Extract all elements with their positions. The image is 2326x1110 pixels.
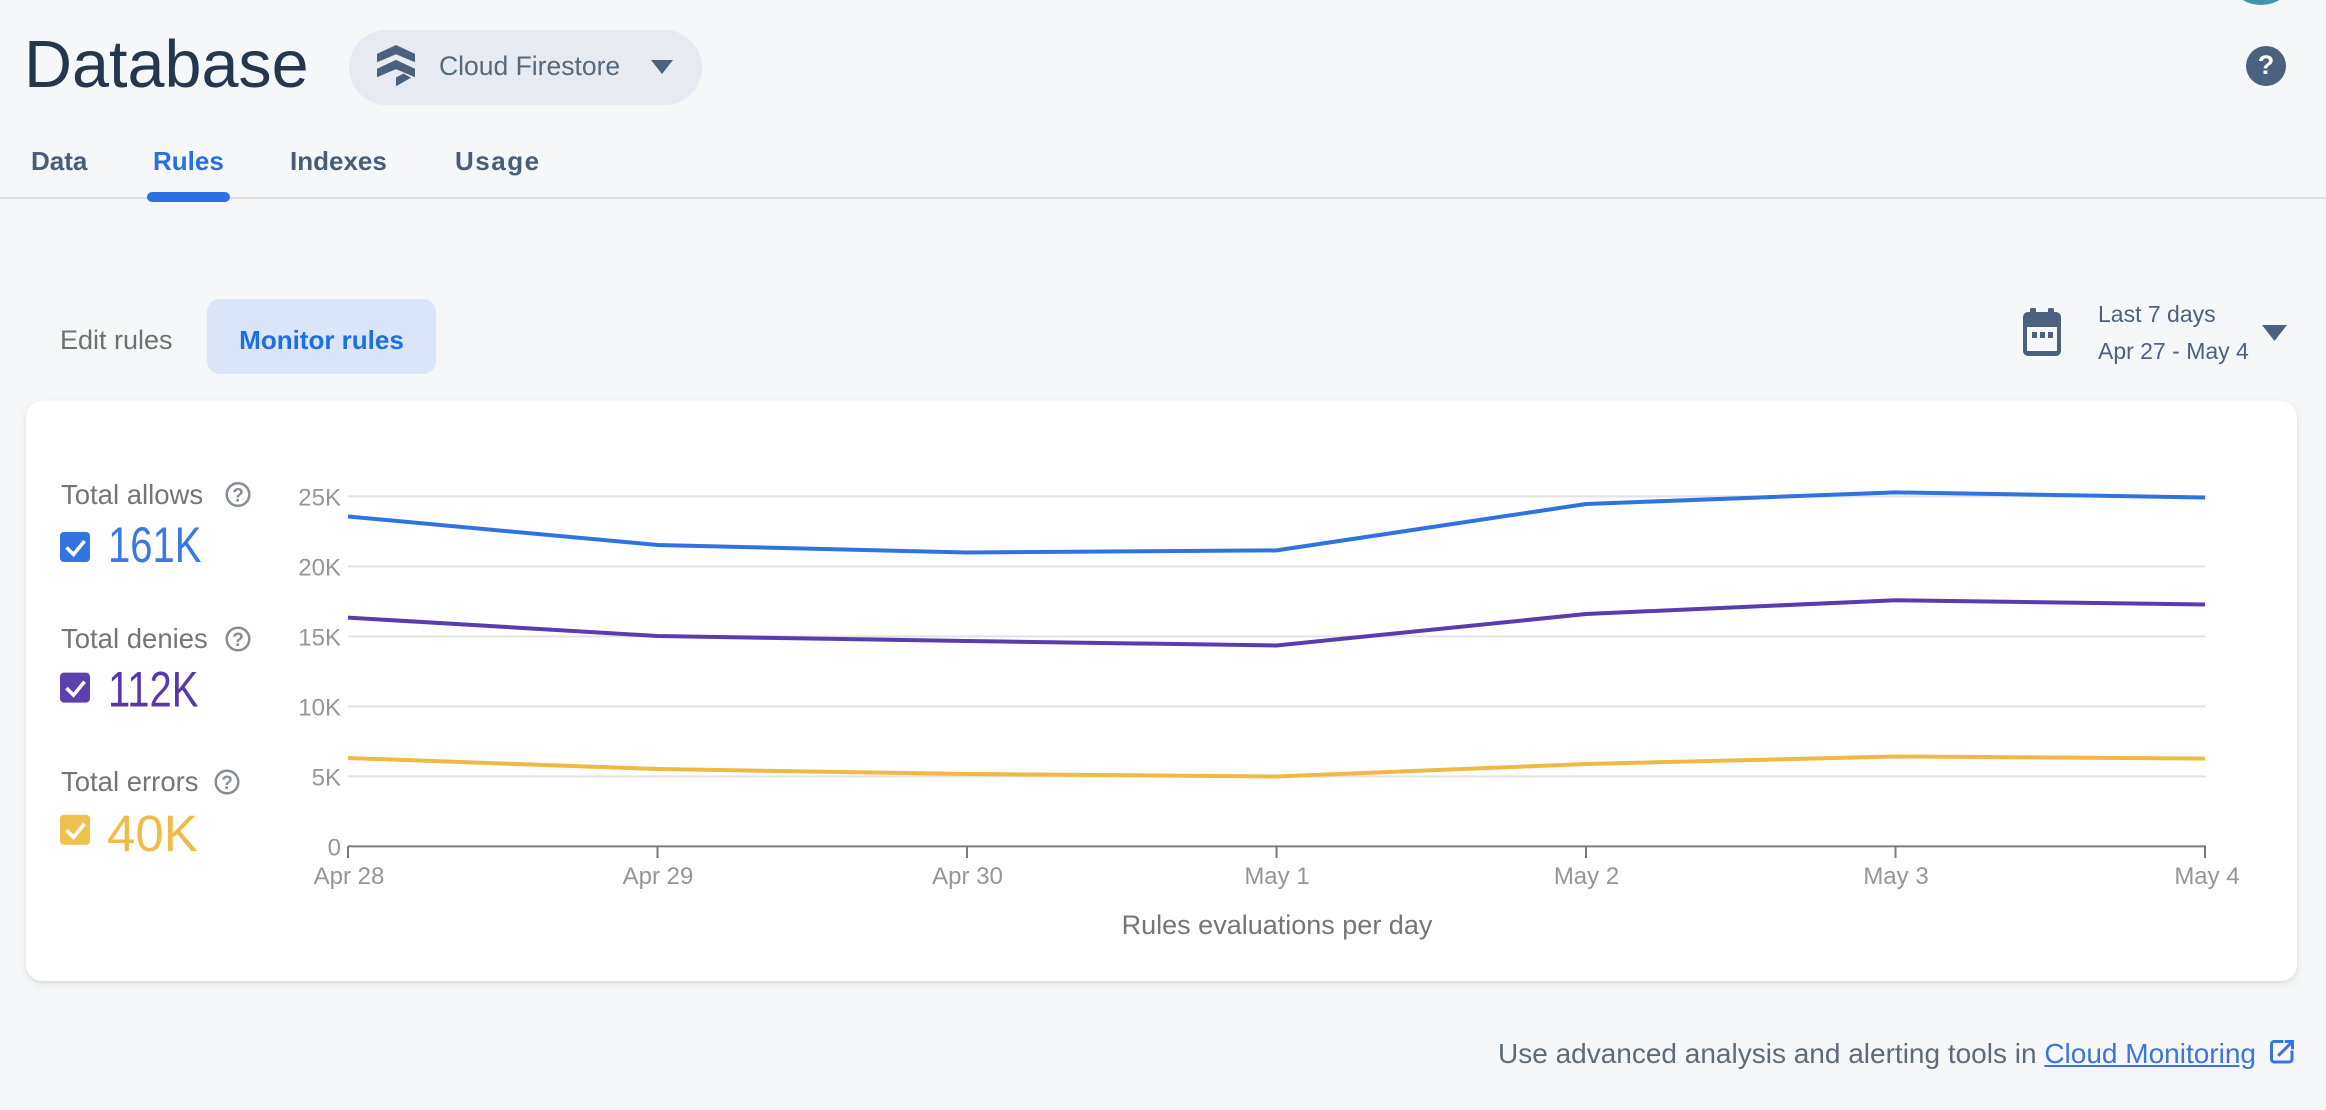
svg-text:20K: 20K (298, 554, 341, 581)
svg-text:Rules evaluations per day: Rules evaluations per day (1122, 910, 1433, 940)
svg-text:10K: 10K (298, 694, 341, 721)
svg-text:May 2: May 2 (1554, 863, 1619, 890)
svg-text:May 3: May 3 (1863, 863, 1928, 890)
svg-text:May 1: May 1 (1244, 863, 1309, 890)
svg-text:161K: 161K (108, 517, 201, 573)
svg-text:Total errors: Total errors (61, 766, 199, 797)
svg-text:Apr 28: Apr 28 (314, 863, 385, 890)
svg-text:?: ? (232, 630, 244, 651)
svg-text:?: ? (232, 486, 244, 507)
svg-text:?: ? (221, 773, 233, 794)
svg-text:40K: 40K (107, 805, 198, 862)
svg-text:25K: 25K (298, 484, 341, 511)
svg-text:112K: 112K (108, 661, 198, 717)
svg-text:Apr 29: Apr 29 (623, 863, 694, 890)
svg-text:5K: 5K (312, 764, 341, 791)
svg-text:Apr 30: Apr 30 (932, 863, 1003, 890)
svg-text:15K: 15K (298, 624, 341, 651)
svg-text:May 4: May 4 (2174, 863, 2239, 890)
svg-text:Total allows: Total allows (61, 479, 203, 510)
svg-text:0: 0 (328, 834, 341, 861)
svg-text:Total denies: Total denies (61, 623, 208, 654)
